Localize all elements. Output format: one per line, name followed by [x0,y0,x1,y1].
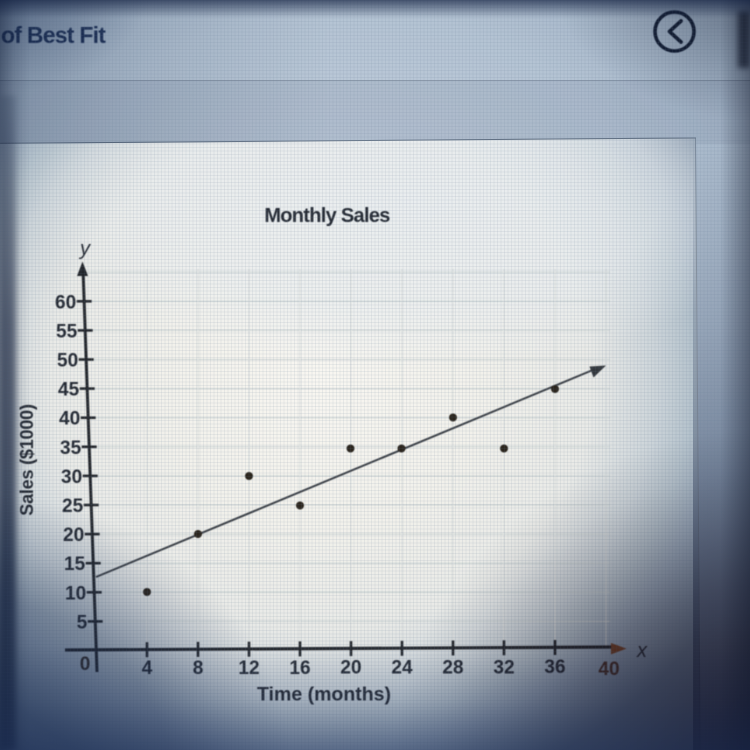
svg-text:30: 30 [61,467,82,488]
svg-text:Sales ($1000): Sales ($1000) [17,404,37,516]
svg-text:12: 12 [238,658,259,679]
svg-text:35: 35 [60,438,82,459]
svg-text:24: 24 [391,658,413,679]
svg-text:20: 20 [340,658,361,679]
svg-text:10: 10 [65,583,86,604]
svg-text:25: 25 [62,496,84,517]
svg-text:16: 16 [289,658,310,679]
svg-text:60: 60 [55,292,76,313]
svg-text:40: 40 [598,659,619,680]
svg-text:y: y [78,238,91,260]
svg-text:45: 45 [58,380,80,401]
svg-text:55: 55 [56,321,78,342]
svg-text:Monthly Sales: Monthly Sales [264,205,390,227]
svg-text:36: 36 [544,657,565,678]
svg-text:32: 32 [493,658,514,679]
svg-text:50: 50 [57,351,78,372]
svg-text:4: 4 [142,658,153,679]
svg-text:Time (months): Time (months) [257,684,391,706]
svg-text:8: 8 [193,658,204,679]
svg-text:15: 15 [64,554,86,575]
svg-text:5: 5 [77,612,88,633]
svg-text:28: 28 [442,658,463,679]
svg-text:x: x [636,640,648,662]
svg-text:0: 0 [80,654,91,675]
svg-text:20: 20 [63,525,84,546]
svg-text:40: 40 [59,409,80,430]
